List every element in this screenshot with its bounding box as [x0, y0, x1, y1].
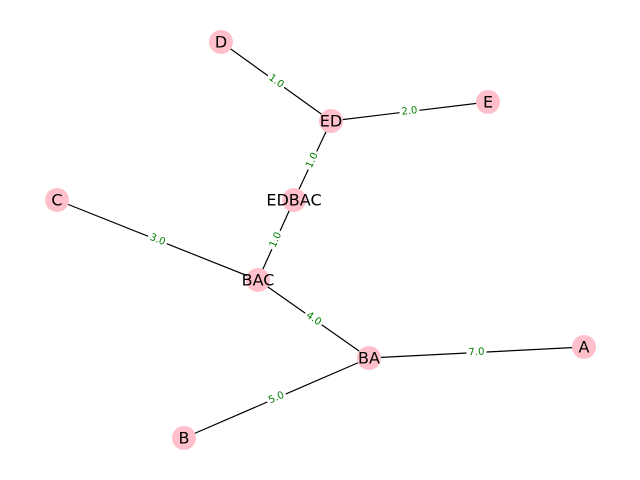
node-b: B: [172, 426, 196, 450]
node-label: EDBAC: [266, 191, 321, 210]
edge-label-c-bac: 3.0: [145, 230, 170, 250]
edge-label-background: [302, 148, 323, 173]
edge-weight-text: 2.0: [401, 105, 418, 118]
edge-label-ba-a: 7.0: [466, 345, 487, 360]
edge-label-background: [398, 104, 421, 119]
node-e: E: [476, 90, 500, 114]
edge-label-edbac-bac: 1.0: [266, 228, 286, 252]
edge-label-background: [264, 70, 288, 93]
edge-weight-text: 3.0: [148, 232, 167, 248]
node-circle: [319, 109, 343, 133]
node-ed: ED: [319, 109, 343, 133]
node-circle: [209, 30, 233, 54]
edge-label-d-ed: 1.0: [264, 70, 288, 93]
node-label: BA: [358, 349, 380, 368]
edge-label-ed-e: 2.0: [398, 104, 421, 119]
edge-label-background: [264, 388, 289, 408]
edge-label-background: [466, 345, 487, 360]
node-edbac: EDBAC: [266, 188, 322, 212]
edge-weight-text: 7.0: [468, 347, 484, 359]
node-circle: [172, 426, 196, 450]
node-a: A: [572, 335, 596, 359]
node-circle: [45, 188, 69, 212]
edge-label-bac-ba: 4.0: [301, 308, 326, 330]
node-c: C: [45, 188, 69, 212]
node-circle: [357, 346, 381, 370]
node-label: B: [179, 429, 190, 448]
edge-label-background: [301, 308, 326, 330]
node-label: E: [483, 93, 493, 112]
node-label: C: [51, 191, 62, 210]
node-circle: [246, 268, 270, 292]
edge-label-background: [145, 230, 170, 250]
nodes-layer: D ED E EDBAC C BAC BA A B: [45, 30, 596, 450]
node-d: D: [209, 30, 233, 54]
node-label: ED: [320, 112, 342, 131]
edge-label-ba-b: 5.0: [264, 388, 289, 408]
node-label: BAC: [242, 271, 275, 290]
node-label: D: [215, 33, 227, 52]
edges-layer: [56, 41, 585, 439]
edge-labels-layer: 1.0 2.0 1.0 1.0 3.0 4.0 7.0 5.0: [145, 70, 487, 408]
edge-label-background: [266, 228, 286, 252]
node-label: A: [579, 338, 590, 357]
node-circle: [476, 90, 500, 114]
node-ba: BA: [357, 346, 381, 370]
node-bac: BAC: [242, 268, 275, 292]
node-circle: [282, 188, 306, 212]
node-circle: [572, 335, 596, 359]
edge-label-ed-edbac: 1.0: [302, 148, 323, 173]
